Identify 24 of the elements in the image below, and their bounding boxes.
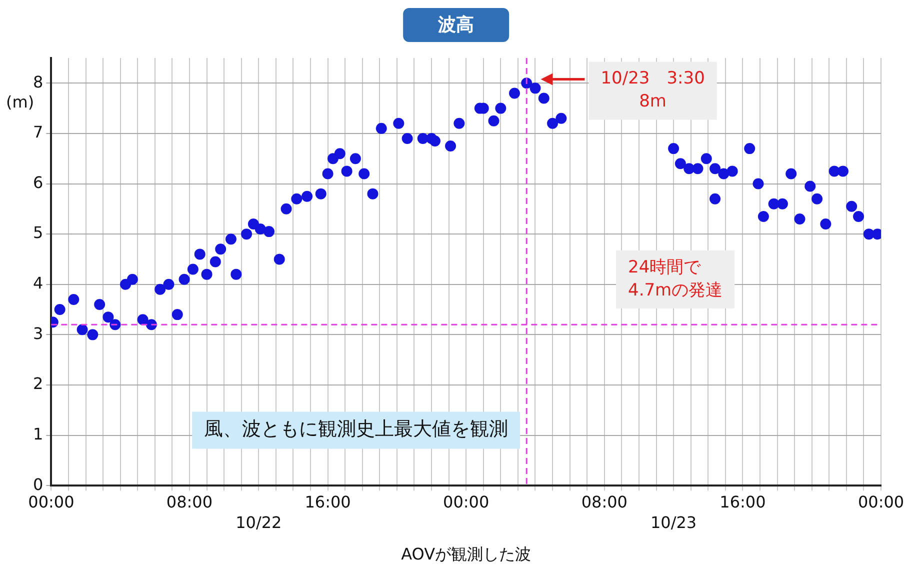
x-tick-label: 00:00	[28, 492, 74, 512]
text: 10/23	[650, 512, 697, 532]
x-tick-label: 00:00	[858, 492, 904, 512]
x-tick-label: 16:00	[720, 492, 766, 512]
x-tick-label: 16:00	[304, 492, 351, 512]
y-axis-title: (m)	[6, 92, 34, 112]
y-tick-label: 3	[32, 324, 44, 343]
x-axis-title: AOVが観測した波	[401, 544, 532, 564]
x-tick-label: 00:00	[443, 492, 490, 512]
x-tick-label: 08:00	[581, 492, 628, 512]
y-tick-label: 7	[32, 122, 44, 142]
chart-title: 波高	[437, 14, 474, 36]
y-tick-label: 2	[32, 374, 44, 394]
y-tick-label: 6	[32, 172, 44, 192]
x-tick-label: 08:00	[166, 492, 213, 512]
y-tick-label: 5	[32, 223, 44, 242]
y-tick-label: 8	[32, 72, 44, 92]
y-tick-label: 4	[32, 274, 44, 293]
annotation: 24時間で 4.7mの発達	[628, 257, 723, 300]
annotation: 風、波ともに観測史上最大値を観測	[204, 418, 508, 440]
text: 10/22	[236, 512, 282, 532]
annotation: 10/23 3:30 8m	[600, 68, 705, 112]
y-tick-label: 0	[32, 474, 44, 494]
y-tick-label: 1	[32, 424, 44, 444]
